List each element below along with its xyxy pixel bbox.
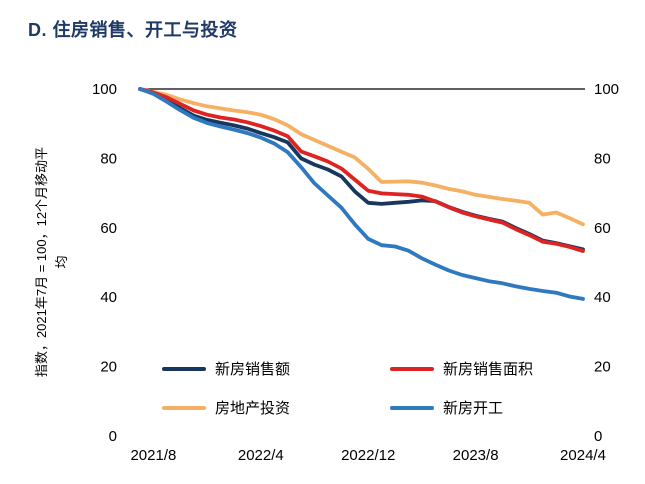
legend-label: 房地产投资 bbox=[215, 400, 291, 417]
x-axis-tick: 2023/8 bbox=[453, 447, 499, 464]
legend-label: 新房销售面积 bbox=[443, 361, 534, 378]
legend-item-new-home-starts: 新房开工 bbox=[390, 397, 533, 418]
y-axis-tick-left: 100 bbox=[92, 81, 117, 98]
y-axis-tick-left: 80 bbox=[100, 150, 117, 167]
legend-line-swatch-navy bbox=[162, 366, 206, 371]
chart-legend: 新房销售额 新房销售面积 房地产投资 新房开工 bbox=[162, 358, 533, 418]
legend-item-new-home-sales-value: 新房销售额 bbox=[162, 358, 390, 379]
y-axis-tick-right: 20 bbox=[594, 359, 611, 376]
x-axis-tick: 2021/8 bbox=[130, 447, 176, 464]
x-axis-tick: 2022/4 bbox=[238, 447, 284, 464]
y-axis-tick-right: 40 bbox=[594, 289, 611, 306]
legend-label: 新房销售额 bbox=[215, 361, 291, 378]
y-axis-tick-right: 100 bbox=[594, 81, 619, 98]
series-line-新房销售面积 bbox=[138, 87, 585, 253]
series-line-房地产投资 bbox=[138, 87, 585, 227]
page-title: D. 住房销售、开工与投资 bbox=[28, 20, 238, 40]
y-axis-tick-right: 0 bbox=[594, 428, 602, 445]
legend-line-swatch-orange bbox=[162, 405, 206, 410]
legend-line-swatch-red bbox=[390, 366, 434, 371]
y-axis-tick-left: 60 bbox=[100, 220, 117, 237]
y-axis-tick-left: 0 bbox=[109, 428, 117, 445]
legend-item-real-estate-investment: 房地产投资 bbox=[162, 397, 390, 418]
y-axis-tick-left: 40 bbox=[100, 289, 117, 306]
legend-label: 新房开工 bbox=[443, 400, 504, 417]
series-line-新房开工 bbox=[138, 87, 585, 301]
y-axis-tick-right: 60 bbox=[594, 220, 611, 237]
x-axis-tick: 2022/12 bbox=[341, 447, 395, 464]
legend-line-swatch-blue bbox=[390, 405, 434, 410]
x-axis-tick: 2024/4 bbox=[560, 447, 606, 464]
legend-item-new-home-sales-area: 新房销售面积 bbox=[390, 358, 533, 379]
y-axis-tick-right: 80 bbox=[594, 150, 611, 167]
y-axis-tick-left: 20 bbox=[100, 359, 117, 376]
